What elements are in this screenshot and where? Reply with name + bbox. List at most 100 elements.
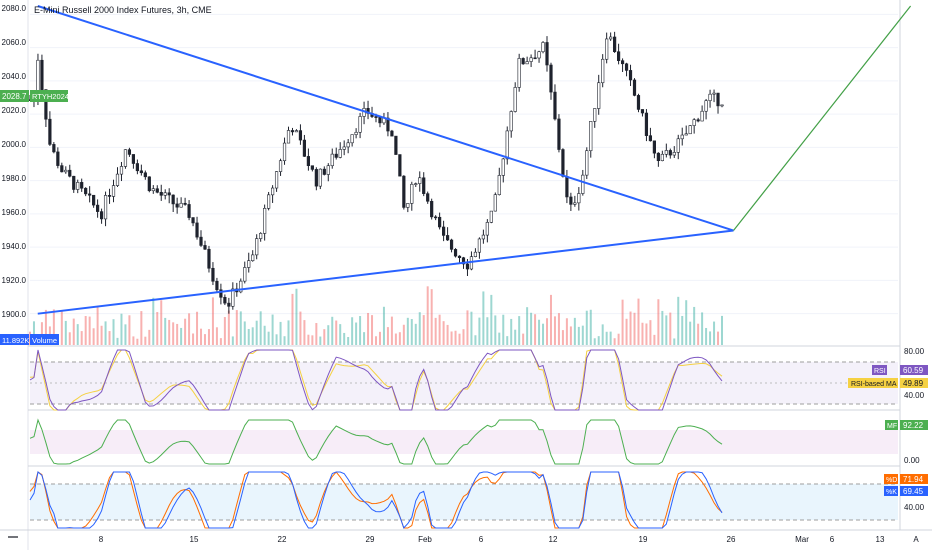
volume-bar <box>450 331 453 345</box>
candle-body <box>680 134 684 140</box>
candle-body <box>390 130 394 137</box>
candle-body <box>84 187 88 195</box>
mf-line <box>29 418 723 465</box>
stoch-k-tag <box>884 486 898 496</box>
candle-body <box>80 182 84 189</box>
candle-body <box>461 257 466 265</box>
volume-bars <box>29 286 723 345</box>
volume-bar <box>196 311 199 345</box>
volume-bar <box>502 314 505 345</box>
candle-body <box>684 133 688 136</box>
volume-bar <box>323 329 326 345</box>
candle-body <box>302 139 307 157</box>
price-grid <box>30 13 898 315</box>
stoch-axis-label: 40.00 <box>904 503 925 512</box>
time-label: 29 <box>366 535 375 544</box>
trendlines[interactable] <box>37 5 912 315</box>
candle-body <box>636 95 641 110</box>
volume-bar <box>557 313 560 345</box>
candle-body <box>449 239 454 250</box>
volume-bar <box>211 297 214 345</box>
time-label: 22 <box>278 535 287 544</box>
candle-body <box>195 222 199 238</box>
volume-bar <box>378 331 381 345</box>
candle-body <box>481 234 485 240</box>
candle-body <box>44 89 48 120</box>
time-label: Feb <box>418 535 432 544</box>
volume-bar <box>526 307 529 345</box>
candle-body <box>668 150 672 156</box>
volume-bar <box>585 310 588 345</box>
volume-bar <box>108 331 111 345</box>
volume-bar <box>410 319 413 345</box>
candle-body <box>537 51 541 59</box>
candle-body <box>147 176 151 192</box>
volume-bar <box>60 311 63 345</box>
volume-bar <box>359 316 362 345</box>
mf-axis-label: 0.00 <box>904 456 920 465</box>
projection-line <box>733 5 912 231</box>
volume-bar <box>498 332 501 345</box>
volume-bar <box>219 338 222 345</box>
volume-bar <box>573 317 576 345</box>
volume-bar <box>112 319 115 345</box>
volume-bar <box>446 324 449 345</box>
time-label: 8 <box>99 535 104 544</box>
candle-body <box>402 175 406 208</box>
candle-body <box>243 267 247 282</box>
volume-bar <box>601 324 604 345</box>
candle-body <box>426 193 430 202</box>
volume-bar <box>351 317 354 345</box>
volume-bar <box>386 327 389 345</box>
candle-body <box>290 130 295 133</box>
candle-body <box>465 263 470 270</box>
volume-bar <box>713 321 716 345</box>
volume-bar <box>689 321 692 345</box>
stoch-d-value: 71.94 <box>903 475 924 484</box>
volume-bar <box>717 331 720 345</box>
candle-body <box>398 154 402 177</box>
rsi-ma-value: 49.89 <box>903 379 924 388</box>
volume-bar <box>156 312 159 345</box>
candle-body <box>338 149 342 158</box>
volume-bar <box>494 315 497 345</box>
volume-bar <box>299 311 302 345</box>
candle-body <box>473 251 478 257</box>
candle-body <box>163 192 167 196</box>
volume-bar <box>275 334 278 345</box>
volume-bar <box>641 322 644 345</box>
volume-bar <box>303 320 306 345</box>
rsi-value-tag <box>900 365 928 375</box>
volume-bar <box>40 322 43 345</box>
candle-body <box>716 92 720 107</box>
candle-body <box>76 182 80 190</box>
trendline <box>37 5 734 232</box>
volume-bar <box>677 296 680 345</box>
auto-scale-button[interactable]: A <box>913 535 919 544</box>
candle-body <box>521 58 525 65</box>
candle-body <box>64 169 68 173</box>
volume-bar <box>243 321 246 345</box>
volume-bar <box>510 318 513 345</box>
candle-body <box>688 125 692 135</box>
candle-body <box>92 194 96 206</box>
candle-body <box>632 79 637 96</box>
volume-bar <box>176 323 179 345</box>
candle-body <box>497 175 501 195</box>
volume-bar <box>164 317 167 345</box>
volume-bar <box>697 323 700 345</box>
candle-body <box>278 160 283 172</box>
volume-bar <box>152 297 155 345</box>
candle-body <box>151 188 155 192</box>
volume-bar <box>625 318 628 345</box>
volume-bar <box>657 299 660 345</box>
symbol-value: RTYH2024 <box>32 92 69 101</box>
candle-body <box>525 61 529 65</box>
volume-bar <box>633 312 636 345</box>
volume-bar <box>577 326 580 345</box>
volume-bar <box>355 322 358 345</box>
volume-tag <box>0 334 29 345</box>
candle-body <box>406 203 410 208</box>
candle-body <box>191 217 195 224</box>
